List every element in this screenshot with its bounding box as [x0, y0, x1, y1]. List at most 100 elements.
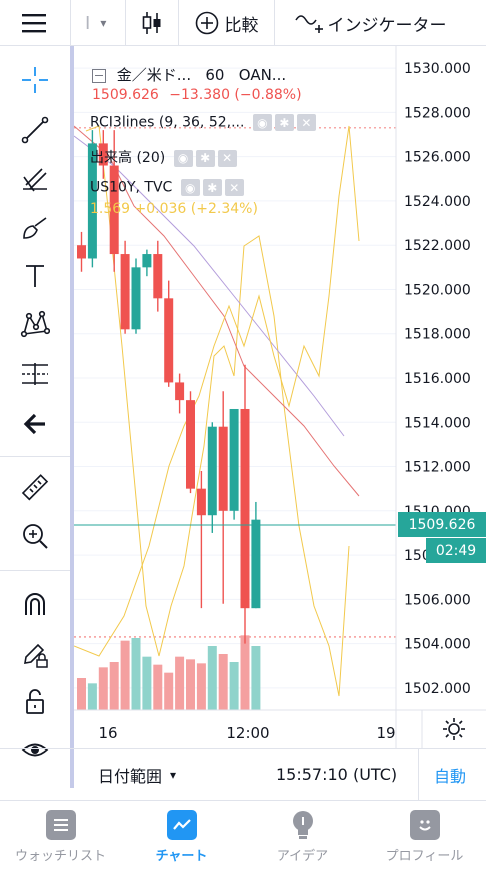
time-label: 16: [98, 724, 117, 742]
tab-chart[interactable]: チャート: [121, 801, 242, 871]
trend-line-icon: [21, 116, 49, 144]
gear-icon[interactable]: ✱: [202, 179, 222, 196]
smiley-icon: [409, 809, 440, 840]
ruler-icon: [21, 474, 49, 501]
us10y-legend[interactable]: US10Y, TVC ◉ ✱ ✕: [90, 179, 244, 196]
chevron-down-icon: ▾: [170, 767, 177, 782]
menu-button[interactable]: [0, 0, 70, 46]
indicators-label: インジケーター: [327, 15, 447, 36]
us10y-values: 1.569 +0.036 (+2.34%): [90, 201, 258, 217]
chart-footer: 日付範囲 ▾ 15:57:10 (UTC) 自動: [0, 748, 486, 801]
price-legend: 1509.626 −13.380 (−0.88%): [92, 87, 302, 103]
compare-button[interactable]: 比較: [179, 0, 274, 46]
candle-body: [120, 254, 130, 330]
volume-bar: [240, 635, 250, 710]
rci-line-mid: [74, 125, 360, 497]
candle-body: [207, 426, 217, 516]
chevron-down-icon: ▾: [100, 16, 107, 30]
price-label: 1502.000: [404, 681, 471, 697]
crosshair-icon: [22, 67, 48, 93]
measure-tool[interactable]: [0, 352, 70, 396]
chart-settings-button[interactable]: [422, 710, 486, 748]
candles-icon: [142, 12, 161, 34]
price-label: 1514.000: [404, 415, 471, 431]
auto-scale-button[interactable]: 自動: [434, 766, 467, 786]
utc-clock[interactable]: 15:57:10 (UTC): [276, 765, 398, 784]
symbol-legend: 金／米ド... 60 OAN...: [116, 66, 287, 84]
sun-icon: [443, 718, 465, 740]
chart-type-button[interactable]: [126, 0, 178, 46]
indicators-button[interactable]: インジケーター: [275, 0, 465, 46]
main-series-legend[interactable]: 金／米ド... 60 OAN...: [92, 64, 286, 85]
collapse-icon[interactable]: [92, 68, 106, 83]
price-label: 1530.000: [404, 61, 471, 77]
ruler-lines-icon: [22, 363, 48, 385]
tab-label: ウォッチリスト: [14, 848, 106, 864]
chart-line-icon: [166, 809, 197, 840]
price-label: 1524.000: [404, 194, 471, 210]
top-bar: I ▾ 比較 インジケーター: [0, 0, 486, 46]
symbol-label: I: [85, 12, 91, 34]
text-tool[interactable]: [0, 254, 70, 298]
tab-ideas[interactable]: アイデア: [242, 801, 363, 871]
zoom-tool[interactable]: [0, 514, 70, 558]
rci-legend[interactable]: RCI3lines (9, 36, 52,... ◉ ✱ ✕: [90, 114, 316, 131]
lock-drawings-tool[interactable]: [0, 632, 70, 676]
crosshair-tool[interactable]: [0, 58, 70, 102]
indicators-icon: [294, 15, 323, 33]
drawing-toolbar: [0, 46, 72, 786]
chart-area[interactable]: 1530.000 1528.000 1526.000 1524.000 1522.000…: [74, 46, 486, 788]
date-range-button[interactable]: 日付範囲 ▾: [98, 763, 176, 787]
magnet-tool[interactable]: [0, 582, 70, 626]
price-label: 1520.000: [404, 282, 471, 298]
pitchfork-tool[interactable]: [0, 158, 70, 202]
us10y-line: [74, 125, 360, 657]
candle-body: [131, 267, 141, 330]
volume-bar: [87, 683, 97, 710]
magnet-icon: [25, 593, 45, 615]
volume-bar: [131, 638, 141, 710]
gear-icon[interactable]: ✱: [195, 149, 215, 167]
current-price-tag: 1509.626: [398, 512, 486, 537]
hide-toolbar-button[interactable]: [0, 402, 70, 446]
pattern-tool[interactable]: [0, 302, 70, 346]
volume-label: 出来高 (20): [90, 150, 166, 166]
symbol-selector[interactable]: I ▾: [71, 0, 125, 46]
volume-bar: [196, 663, 206, 710]
volume-bar: [207, 646, 217, 710]
unlock-tool[interactable]: [0, 680, 70, 724]
gear-icon[interactable]: ✱: [274, 114, 294, 131]
price-label: 1506.000: [404, 592, 471, 608]
price-label: 1512.000: [404, 460, 471, 476]
eye-icon[interactable]: ◉: [173, 149, 193, 167]
candle-body: [196, 488, 206, 516]
eye-icon[interactable]: ◉: [252, 114, 272, 131]
price-label: 1518.000: [404, 327, 471, 343]
candle-body: [98, 143, 108, 166]
tab-label: アイデア: [276, 848, 329, 864]
volume-bar: [175, 656, 185, 710]
tab-watchlist[interactable]: ウォッチリスト: [0, 801, 121, 871]
brush-icon: [23, 217, 47, 239]
close-icon[interactable]: ✕: [224, 179, 244, 196]
candle-body: [87, 143, 97, 259]
close-icon[interactable]: ✕: [217, 149, 237, 167]
close-icon[interactable]: ✕: [296, 114, 316, 131]
candle-body: [251, 519, 261, 609]
volume-bar: [186, 659, 195, 710]
rci-label: RCI3lines (9, 36, 52,...: [90, 114, 245, 131]
zoom-in-icon: [23, 524, 48, 549]
tab-profile[interactable]: プロフィール: [363, 801, 486, 871]
eye-icon[interactable]: ◉: [180, 179, 200, 196]
time-label: 19: [376, 724, 395, 742]
candle-body: [240, 408, 250, 609]
trend-line-tool[interactable]: [0, 108, 70, 152]
chart-canvas[interactable]: 1530.000 1528.000 1526.000 1524.000 1522.000…: [74, 46, 486, 748]
candle-body: [229, 408, 239, 511]
ruler-tool[interactable]: [0, 466, 70, 510]
toolbar-scrollbar[interactable]: [70, 46, 74, 788]
brush-tool[interactable]: [0, 206, 70, 250]
text-icon: [26, 265, 44, 287]
volume-legend[interactable]: 出来高 (20) ◉ ✱ ✕: [90, 147, 237, 167]
